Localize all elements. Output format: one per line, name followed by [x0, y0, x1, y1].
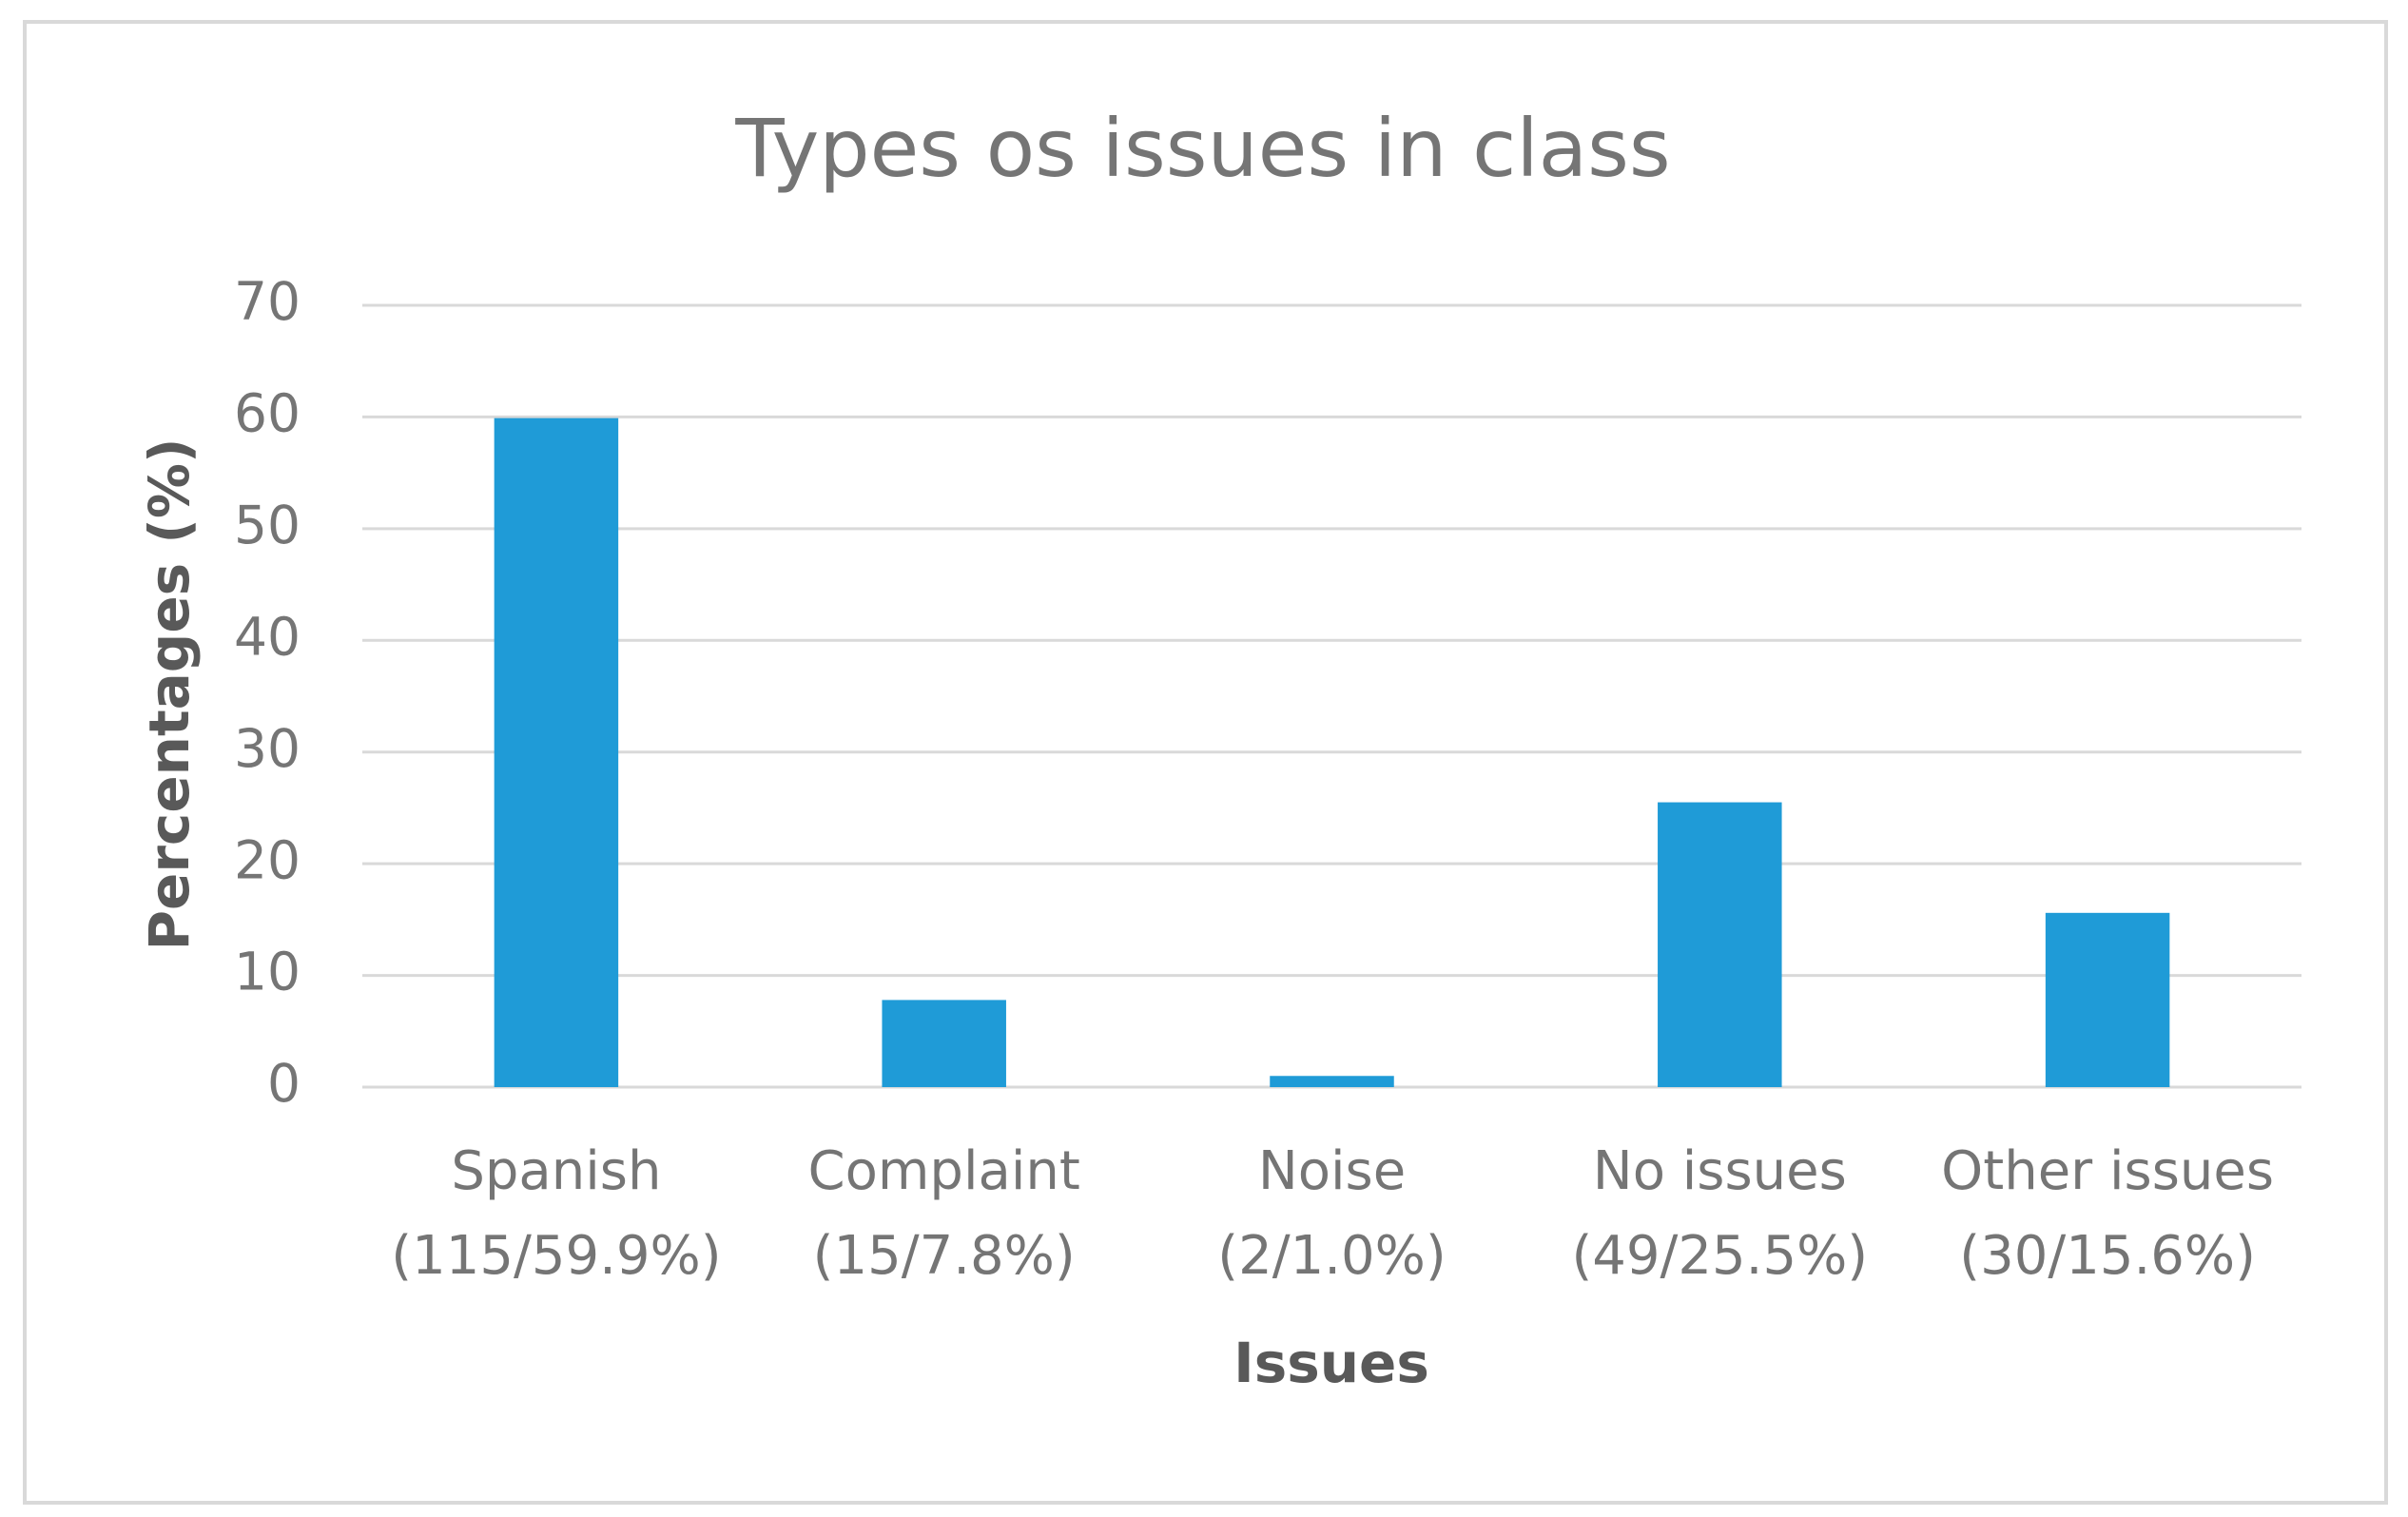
x-tick-label: Other issues — [1941, 1140, 2274, 1202]
x-tick-label: (2/1.0%) — [1217, 1225, 1446, 1287]
bar — [1658, 802, 1782, 1087]
y-tick-label: 20 — [234, 829, 301, 890]
bar — [882, 1000, 1006, 1087]
x-tick-label: Noise — [1258, 1140, 1406, 1202]
y-tick-label: 10 — [234, 942, 301, 1002]
x-tick-label: Complaint — [808, 1140, 1080, 1202]
bar — [494, 418, 619, 1087]
x-axis-title: Issues — [1233, 1331, 1429, 1395]
x-tick-label: (49/25.5%) — [1571, 1225, 1868, 1287]
x-tick-label: (30/15.6%) — [1959, 1225, 2256, 1287]
y-tick-label: 70 — [234, 271, 301, 332]
y-axis-title: Percentages (%) — [137, 438, 202, 950]
y-tick-label: 40 — [234, 606, 301, 667]
y-tick-label: 0 — [267, 1053, 301, 1114]
x-tick-label: (15/7.8%) — [813, 1225, 1076, 1287]
y-tick-label: 60 — [234, 383, 301, 444]
chart-border — [23, 20, 2388, 1505]
y-tick-label: 50 — [234, 495, 301, 555]
x-tick-label: (115/59.9%) — [391, 1225, 721, 1287]
chart-title: Types os issues in class — [734, 102, 1670, 195]
y-tick-label: 30 — [234, 718, 301, 779]
x-tick-label: No issues — [1593, 1140, 1847, 1202]
bar — [1270, 1076, 1394, 1087]
bar — [2045, 912, 2170, 1087]
x-tick-label: Spanish — [451, 1140, 661, 1202]
